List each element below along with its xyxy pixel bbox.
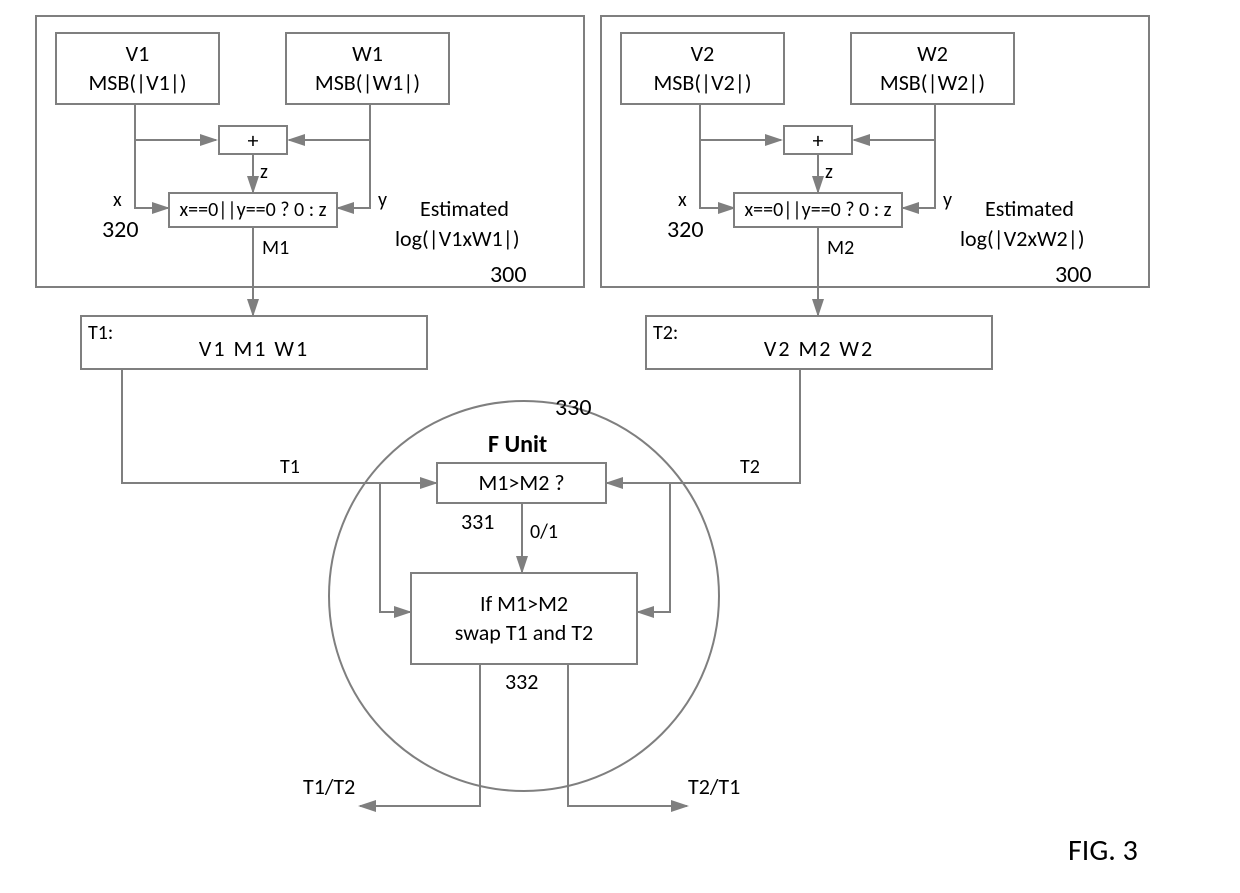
- swap-ref: 332: [505, 668, 538, 695]
- left-tuple-box: T1: V1 M1 W1: [80, 315, 428, 370]
- left-adder: +: [218, 125, 288, 155]
- left-z-label: z: [260, 160, 268, 184]
- right-w-block: W2 MSB(|W2|): [850, 32, 1015, 105]
- right-z-label: z: [825, 160, 833, 184]
- left-log-expr: log(|V1xW1|): [395, 225, 520, 252]
- diagram-root: V1 MSB(|V1|) W1 MSB(|W1|) + x==0||y==0 ?…: [0, 0, 1240, 893]
- compare-text: M1>M2 ?: [478, 469, 564, 498]
- compare-ref: 331: [461, 508, 494, 535]
- left-w-block: W1 MSB(|W1|): [285, 32, 450, 105]
- right-adder: +: [783, 125, 853, 155]
- left-outer-ref: 300: [490, 260, 527, 289]
- right-outer-ref: 300: [1055, 260, 1092, 289]
- right-ternary-ref: 320: [667, 215, 704, 244]
- left-ternary-box: x==0||y==0 ? 0 : z: [168, 192, 338, 228]
- right-m-out: M2: [827, 236, 854, 260]
- left-w-line1: W1: [352, 40, 383, 69]
- left-estimated: Estimated: [420, 195, 509, 222]
- right-ternary-text: x==0||y==0 ? 0 : z: [745, 197, 892, 223]
- left-v-block: V1 MSB(|V1|): [55, 32, 220, 105]
- right-t-label: T2: [740, 455, 760, 479]
- left-adder-symbol: +: [248, 127, 259, 154]
- figure-label: FIG. 3: [1068, 832, 1138, 869]
- left-tuple-content: V1 M1 W1: [82, 335, 426, 362]
- swap-line2: swap T1 and T2: [455, 619, 593, 648]
- compare-box: M1>M2 ?: [436, 462, 607, 504]
- right-log-expr: log(|V2xW2|): [960, 225, 1085, 252]
- left-w-line2: MSB(|W1|): [315, 69, 420, 98]
- left-v-line1: V1: [126, 40, 150, 69]
- right-w-line1: W2: [917, 40, 948, 69]
- right-estimated: Estimated: [985, 195, 1074, 222]
- right-v-block: V2 MSB(|V2|): [620, 32, 785, 105]
- compare-out-label: 0/1: [530, 520, 558, 544]
- out-right-label: T2/T1: [688, 773, 740, 800]
- left-t-label: T1: [280, 455, 300, 479]
- right-v-line1: V2: [691, 40, 715, 69]
- left-v-line2: MSB(|V1|): [88, 69, 186, 98]
- swap-line1: If M1>M2: [480, 590, 568, 619]
- right-v-line2: MSB(|V2|): [653, 69, 751, 98]
- f-unit-circle-ref: 330: [555, 393, 592, 422]
- left-ternary-text: x==0||y==0 ? 0 : z: [180, 197, 327, 223]
- right-y-label: y: [943, 188, 952, 212]
- right-tuple-content: V2 M2 W2: [647, 335, 991, 362]
- right-adder-symbol: +: [813, 127, 824, 154]
- right-ternary-box: x==0||y==0 ? 0 : z: [733, 192, 903, 228]
- left-y-label: y: [378, 188, 387, 212]
- left-m-out: M1: [262, 236, 289, 260]
- left-ternary-ref: 320: [102, 215, 139, 244]
- left-x-label: x: [113, 188, 122, 212]
- right-tuple-box: T2: V2 M2 W2: [645, 315, 993, 370]
- out-left-label: T1/T2: [303, 773, 355, 800]
- f-unit-title: F Unit: [488, 430, 547, 459]
- swap-box: If M1>M2 swap T1 and T2: [410, 572, 638, 665]
- right-x-label: x: [678, 188, 687, 212]
- right-w-line2: MSB(|W2|): [880, 69, 985, 98]
